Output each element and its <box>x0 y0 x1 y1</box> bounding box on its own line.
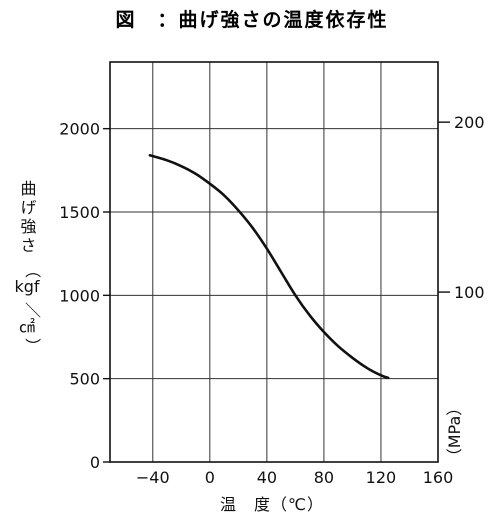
x-tick-label: −40 <box>136 468 170 487</box>
axis-ticks: 0 500 1000 1500 2000 −40 0 40 80 120 160 100 200 <box>59 113 484 487</box>
y2-tick-label: 200 <box>454 113 485 132</box>
x-tick-label: 160 <box>423 468 454 487</box>
x-axis-label: 温 度（℃） <box>220 495 324 514</box>
y-tick-label: 1000 <box>59 286 100 305</box>
y-tick-label: 500 <box>69 370 100 389</box>
y-axis-quantity: 曲げ強さ <box>18 180 37 256</box>
y-tick-label: 0 <box>90 453 100 472</box>
y2-axis-label: （MPa） <box>445 400 464 465</box>
x-tick-label: 120 <box>366 468 397 487</box>
plot-frame <box>109 61 439 463</box>
y-tick-label: 2000 <box>59 120 100 139</box>
y-tick-label: 1500 <box>59 203 100 222</box>
series-line <box>148 154 390 380</box>
y-axis-unit-denominator: ㎠ <box>19 317 35 336</box>
x-tick-label: 40 <box>257 468 277 487</box>
y-axis-unit-open: （ <box>23 262 42 278</box>
x-tick-label: 80 <box>314 468 334 487</box>
y-axis-unit-slash: ／ <box>23 302 42 318</box>
grid <box>110 62 438 462</box>
y-axis-label-left: 曲げ強さ （ kgf ／ ㎠ ） <box>14 180 42 354</box>
y2-tick-label: 100 <box>454 283 485 302</box>
chart-title: 図 ：曲げ強さの温度依存性 <box>115 8 388 31</box>
y-axis-unit-close: ） <box>23 338 42 354</box>
y-axis-unit-numerator: kgf <box>14 277 39 296</box>
x-tick-label: 0 <box>205 468 215 487</box>
